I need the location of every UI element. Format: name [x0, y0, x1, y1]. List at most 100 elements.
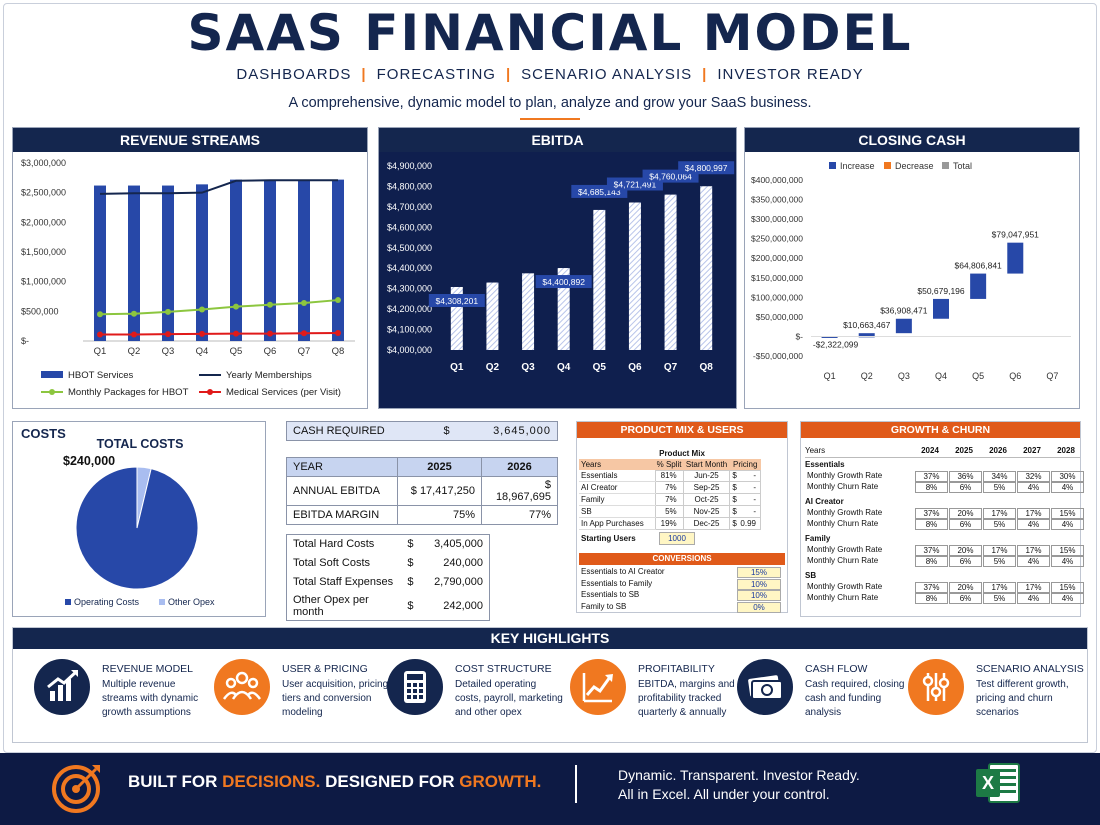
conversion-input[interactable]: 10%	[737, 578, 781, 590]
rate-cell[interactable]: 5%	[983, 556, 1016, 567]
revenue-bar	[230, 179, 242, 341]
legend-swatch	[41, 371, 63, 378]
y-tick-label: $4,800,000	[387, 181, 432, 191]
rate-cell[interactable]: 30%	[1051, 471, 1084, 482]
rate-cell[interactable]: 4%	[1017, 593, 1050, 604]
rate-cell[interactable]: 6%	[949, 593, 982, 604]
product-name: AI Creator	[579, 481, 655, 494]
rate-cell[interactable]: 6%	[949, 556, 982, 567]
x-tick-label: Q2	[128, 346, 141, 357]
revenue-point	[267, 330, 273, 337]
rate-cell[interactable]: 37%	[915, 582, 948, 593]
product-name: Family	[579, 493, 655, 506]
rate-cell[interactable]: 4%	[1051, 482, 1084, 493]
rate-cell[interactable]: 4%	[1051, 593, 1084, 604]
rate-cell[interactable]: 6%	[949, 482, 982, 493]
x-tick-label: Q3	[521, 362, 535, 373]
rate-cell[interactable]: 8%	[915, 593, 948, 604]
year-row-value: 77%	[481, 505, 558, 525]
rate-cell[interactable]: 15%	[1051, 545, 1084, 556]
revenue-streams-panel: REVENUE STREAMS $3,000,000 $2,500,000 $2,0…	[12, 127, 368, 409]
rate-cell[interactable]: 4%	[1051, 556, 1084, 567]
panel-title: REVENUE STREAMS	[13, 128, 367, 152]
revenue-point	[165, 308, 171, 315]
year-header: YEAR	[286, 457, 398, 477]
rate-cell[interactable]: 17%	[983, 582, 1016, 593]
starting-users-input[interactable]: 1000	[659, 532, 695, 545]
rate-cell[interactable]: 17%	[983, 508, 1016, 519]
rate-cell[interactable]: 5%	[983, 593, 1016, 604]
rate-cell[interactable]: 36%	[949, 471, 982, 482]
rate-cell[interactable]: 6%	[949, 519, 982, 530]
highlight-text: EBITDA, margins and profitability tracke…	[638, 679, 735, 718]
rate-cell[interactable]: 15%	[1051, 508, 1084, 519]
highlight-item: SCENARIO ANALYSIS Test different growth, …	[908, 657, 1088, 732]
rate-cell[interactable]: 17%	[1017, 508, 1050, 519]
year-header: 2024	[921, 446, 939, 455]
rate-cell[interactable]: 8%	[915, 482, 948, 493]
revenue-point	[301, 300, 307, 307]
totals-value: 2,790,000	[434, 576, 483, 588]
revenue-bar	[264, 179, 276, 341]
conversion-input[interactable]: 0%	[737, 601, 781, 613]
rate-cell[interactable]: 20%	[949, 545, 982, 556]
x-tick-label: Q6	[1009, 371, 1021, 381]
conversion-input[interactable]: 15%	[737, 567, 781, 578]
totals-label: Total Staff Expenses	[293, 576, 394, 588]
highlight-item: USER & PRICING User acquisition, pricing …	[214, 657, 394, 732]
subtitle-separator: |	[702, 66, 708, 83]
rate-cell[interactable]: 15%	[1051, 582, 1084, 593]
y-tick-label: $4,500,000	[387, 243, 432, 253]
rate-cell[interactable]: 8%	[915, 556, 948, 567]
revenue-point	[233, 303, 239, 310]
ebitda-bar	[700, 186, 713, 350]
table-row: In App Purchases 19% Dec-25 $0.99	[579, 517, 761, 530]
highlight-item: PROFITABILITY EBITDA, margins and profita…	[570, 657, 750, 732]
rate-cell[interactable]: 17%	[1017, 545, 1050, 556]
year-header: 2026	[989, 446, 1007, 455]
rate-cell[interactable]: 20%	[949, 582, 982, 593]
rate-cell[interactable]: 17%	[1017, 582, 1050, 593]
rate-cell[interactable]: 4%	[1017, 556, 1050, 567]
panel-title: CLOSING CASH	[745, 128, 1079, 152]
y-tick-label: $50,000,000	[756, 312, 804, 322]
y-tick-label: $300,000,000	[751, 214, 803, 224]
rate-cell[interactable]: 4%	[1051, 519, 1084, 530]
highlight-item: CASH FLOW Cash required, closing cash and…	[737, 657, 917, 732]
tagline-underline	[520, 118, 580, 120]
rate-cell[interactable]: 4%	[1017, 519, 1050, 530]
rate-cell[interactable]: 5%	[983, 482, 1016, 493]
year-header: 2027	[1023, 446, 1041, 455]
footer-text: Dynamic. Transparent. Investor Ready. Al…	[618, 766, 860, 804]
conversion-input[interactable]: 10%	[737, 590, 781, 601]
rate-cell[interactable]: 34%	[983, 471, 1016, 482]
totals-currency: $	[407, 557, 414, 569]
rate-cell[interactable]: 37%	[915, 508, 948, 519]
subtitle-item: SCENARIO ANALYSIS	[521, 66, 693, 83]
revenue-point	[199, 330, 205, 337]
growth-churn-table: Years 2024 2025 2026 2027 2028 Essential…	[805, 446, 1084, 606]
product-name: Essentials	[579, 470, 655, 482]
rate-cell[interactable]: 4%	[1017, 482, 1050, 493]
revenue-bar	[298, 179, 310, 341]
rate-cell[interactable]: 17%	[983, 545, 1016, 556]
y-tick-label: $4,400,000	[387, 263, 432, 273]
subtitle-separator: |	[505, 66, 512, 83]
rate-cell[interactable]: 20%	[949, 508, 982, 519]
list-item: Essentials to Family 10%	[581, 578, 783, 591]
rate-cell[interactable]: 32%	[1017, 471, 1050, 482]
rate-cell[interactable]: 37%	[915, 545, 948, 556]
ebitda-label-bg	[535, 275, 592, 289]
ebitda-bar	[557, 268, 570, 350]
rate-label: Monthly Churn Rate	[807, 593, 879, 602]
year-header: 2026	[481, 457, 558, 477]
rate-cell[interactable]: 5%	[983, 519, 1016, 530]
rate-cell[interactable]: 37%	[915, 471, 948, 482]
panel-title: KEY HIGHLIGHTS	[13, 628, 1087, 649]
x-tick-label: Q5	[972, 371, 984, 381]
product-mix-table-title: Product Mix	[659, 449, 705, 458]
product-price: -	[737, 469, 761, 482]
y-tick-label: $2,500,000	[21, 188, 66, 198]
y-tick-label: -$50,000,000	[753, 351, 803, 361]
rate-cell[interactable]: 8%	[915, 519, 948, 530]
